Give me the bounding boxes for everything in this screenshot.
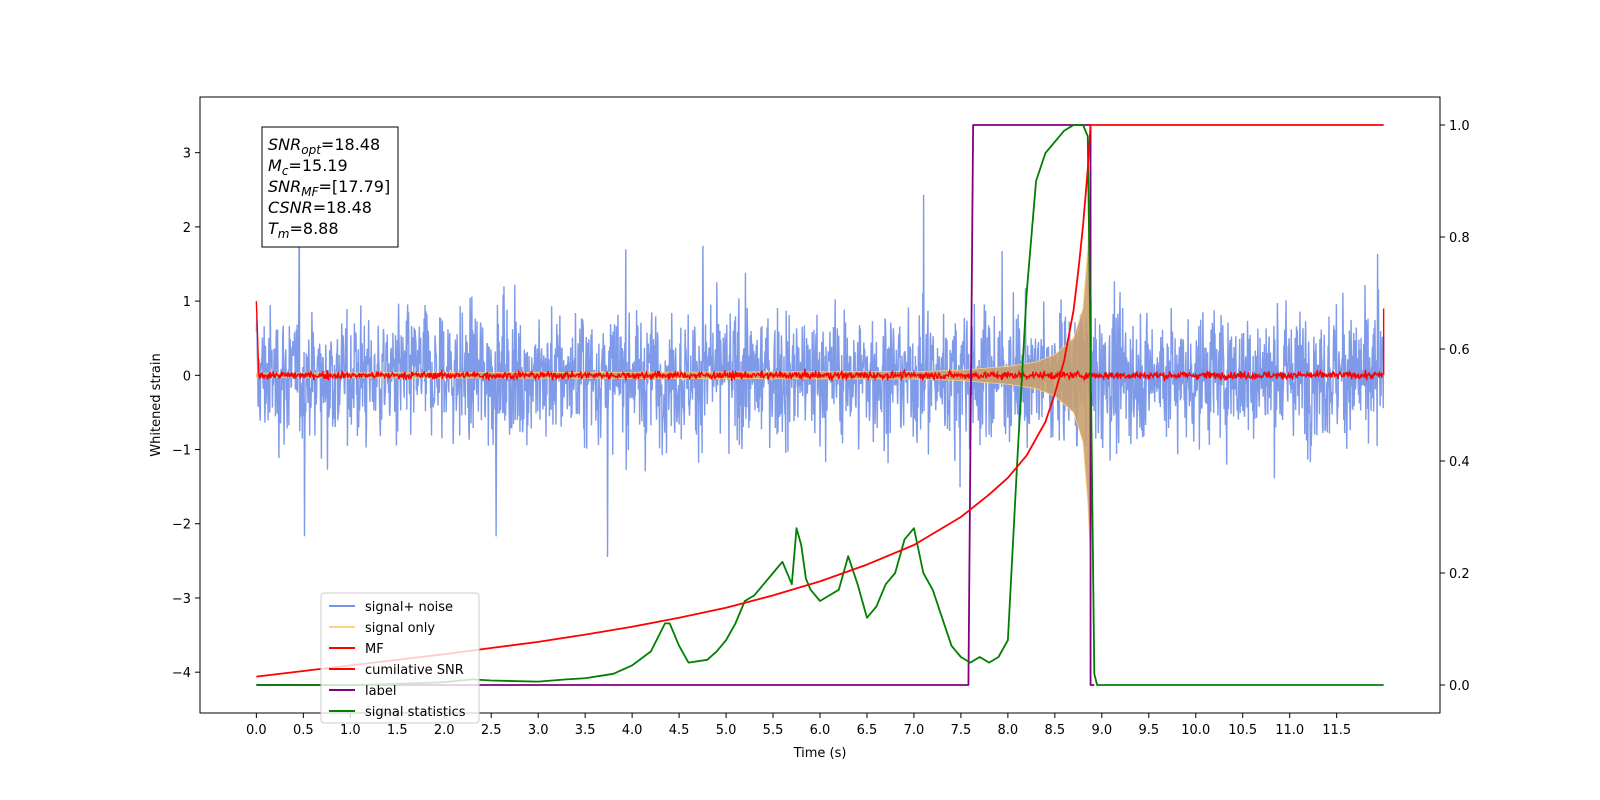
y-tick-label: −2 [172,518,191,533]
annotation-variable: T [268,219,279,238]
annotation-frame [261,126,399,248]
x-tick-label: 3.5 [575,723,596,738]
y-tick-label: 1 [183,295,191,310]
legend-label: signal only [365,621,435,636]
x-tick-label: 0.0 [246,723,267,738]
y2-tick-label: 0.4 [1449,455,1470,470]
y-tick-label: −3 [172,592,191,607]
y2-tick-label: 1.0 [1449,119,1470,134]
x-tick-label: 4.5 [669,723,690,738]
x-tick-label: 3.0 [528,723,549,738]
x-tick-label: 10.5 [1228,723,1257,738]
legend: signal+ noise signal only MF cumilative SNR… [320,592,480,724]
x-tick-label: 8.0 [998,723,1019,738]
x-tick-label: 1.0 [340,723,361,738]
annotation-variable: CSNR [268,198,313,217]
x-tick-label: 7.0 [904,723,925,738]
annotation-value: =[17.79] [319,177,391,196]
y2-tick-label: 0.0 [1449,679,1470,694]
annotation-value: =15.19 [288,156,347,175]
y-axis-right: 1.0 0.8 0.6 0.4 0.2 0.0 [1440,119,1470,694]
y-tick-label: 0 [183,369,191,384]
x-tick-label: 9.0 [1091,723,1112,738]
annotation-subscript: c [282,164,289,178]
x-tick-label: 6.0 [810,723,831,738]
legend-label: signal+ noise [365,600,453,615]
y2-tick-label: 0.8 [1449,231,1470,246]
x-tick-label: 4.0 [622,723,643,738]
x-tick-label: 11.0 [1275,723,1304,738]
legend-label: label [365,684,396,699]
annotation-variable: SNR [268,135,301,154]
x-tick-label: 5.0 [716,723,737,738]
series-signal-statistics [256,124,1384,686]
y-tick-label: −4 [172,666,191,681]
x-tick-label: 0.5 [293,723,314,738]
x-tick-label: 5.5 [763,723,784,738]
annotation-line: Mc=15.19 [268,156,348,178]
x-tick-label: 11.5 [1322,723,1351,738]
annotation-box: SNRopt=18.48Mc=15.19SNRMF=[17.79]CSNR=18… [261,126,399,248]
y-axis-left: 3 2 1 0 −1 −2 −3 −4 [172,147,200,681]
x-tick-label: 9.5 [1138,723,1159,738]
annotation-subscript: MF [301,185,319,199]
x-tick-label: 8.5 [1045,723,1066,738]
y2-tick-label: 0.2 [1449,567,1470,582]
legend-label: MF [365,642,384,657]
annotation-line: CSNR=18.48 [268,198,372,217]
x-axis: 0.0 0.5 1.0 1.5 2.0 2.5 3.0 3.5 4.0 4.5 5.0 5.5 6.0 6… [246,713,1351,738]
x-tick-label: 1.5 [387,723,408,738]
annotation-value: =18.48 [313,198,372,217]
legend-frame [320,592,480,724]
legend-label: cumilative SNR [365,663,464,678]
annotation-line: SNRMF=[17.79] [268,177,390,199]
annotation-subscript: opt [301,143,322,157]
y-tick-label: 2 [183,221,191,236]
annotation-variable: SNR [268,177,301,196]
x-tick-label: 2.5 [481,723,502,738]
y-tick-label: −1 [172,444,191,459]
annotation-value: =8.88 [289,219,338,238]
series-signal-noise [255,194,1385,557]
y-tick-label: 3 [183,147,191,162]
x-tick-label: 7.5 [951,723,972,738]
annotation-line: SNRopt=18.48 [268,135,380,157]
x-tick-label: 2.0 [434,723,455,738]
y-axis-label: Whitened strain [149,353,164,456]
legend-label: signal statistics [365,705,466,720]
series-mf [255,301,1385,382]
x-axis-label: Time (s) [793,746,847,761]
series-label [256,124,1095,686]
annotation-line: Tm=8.88 [268,219,339,241]
annotation-subscript: m [278,227,290,241]
x-tick-label: 10.0 [1181,723,1210,738]
x-tick-label: 6.5 [857,723,878,738]
annotation-value: =18.48 [321,135,380,154]
y2-tick-label: 0.6 [1449,343,1470,358]
annotation-variable: M [268,156,282,175]
